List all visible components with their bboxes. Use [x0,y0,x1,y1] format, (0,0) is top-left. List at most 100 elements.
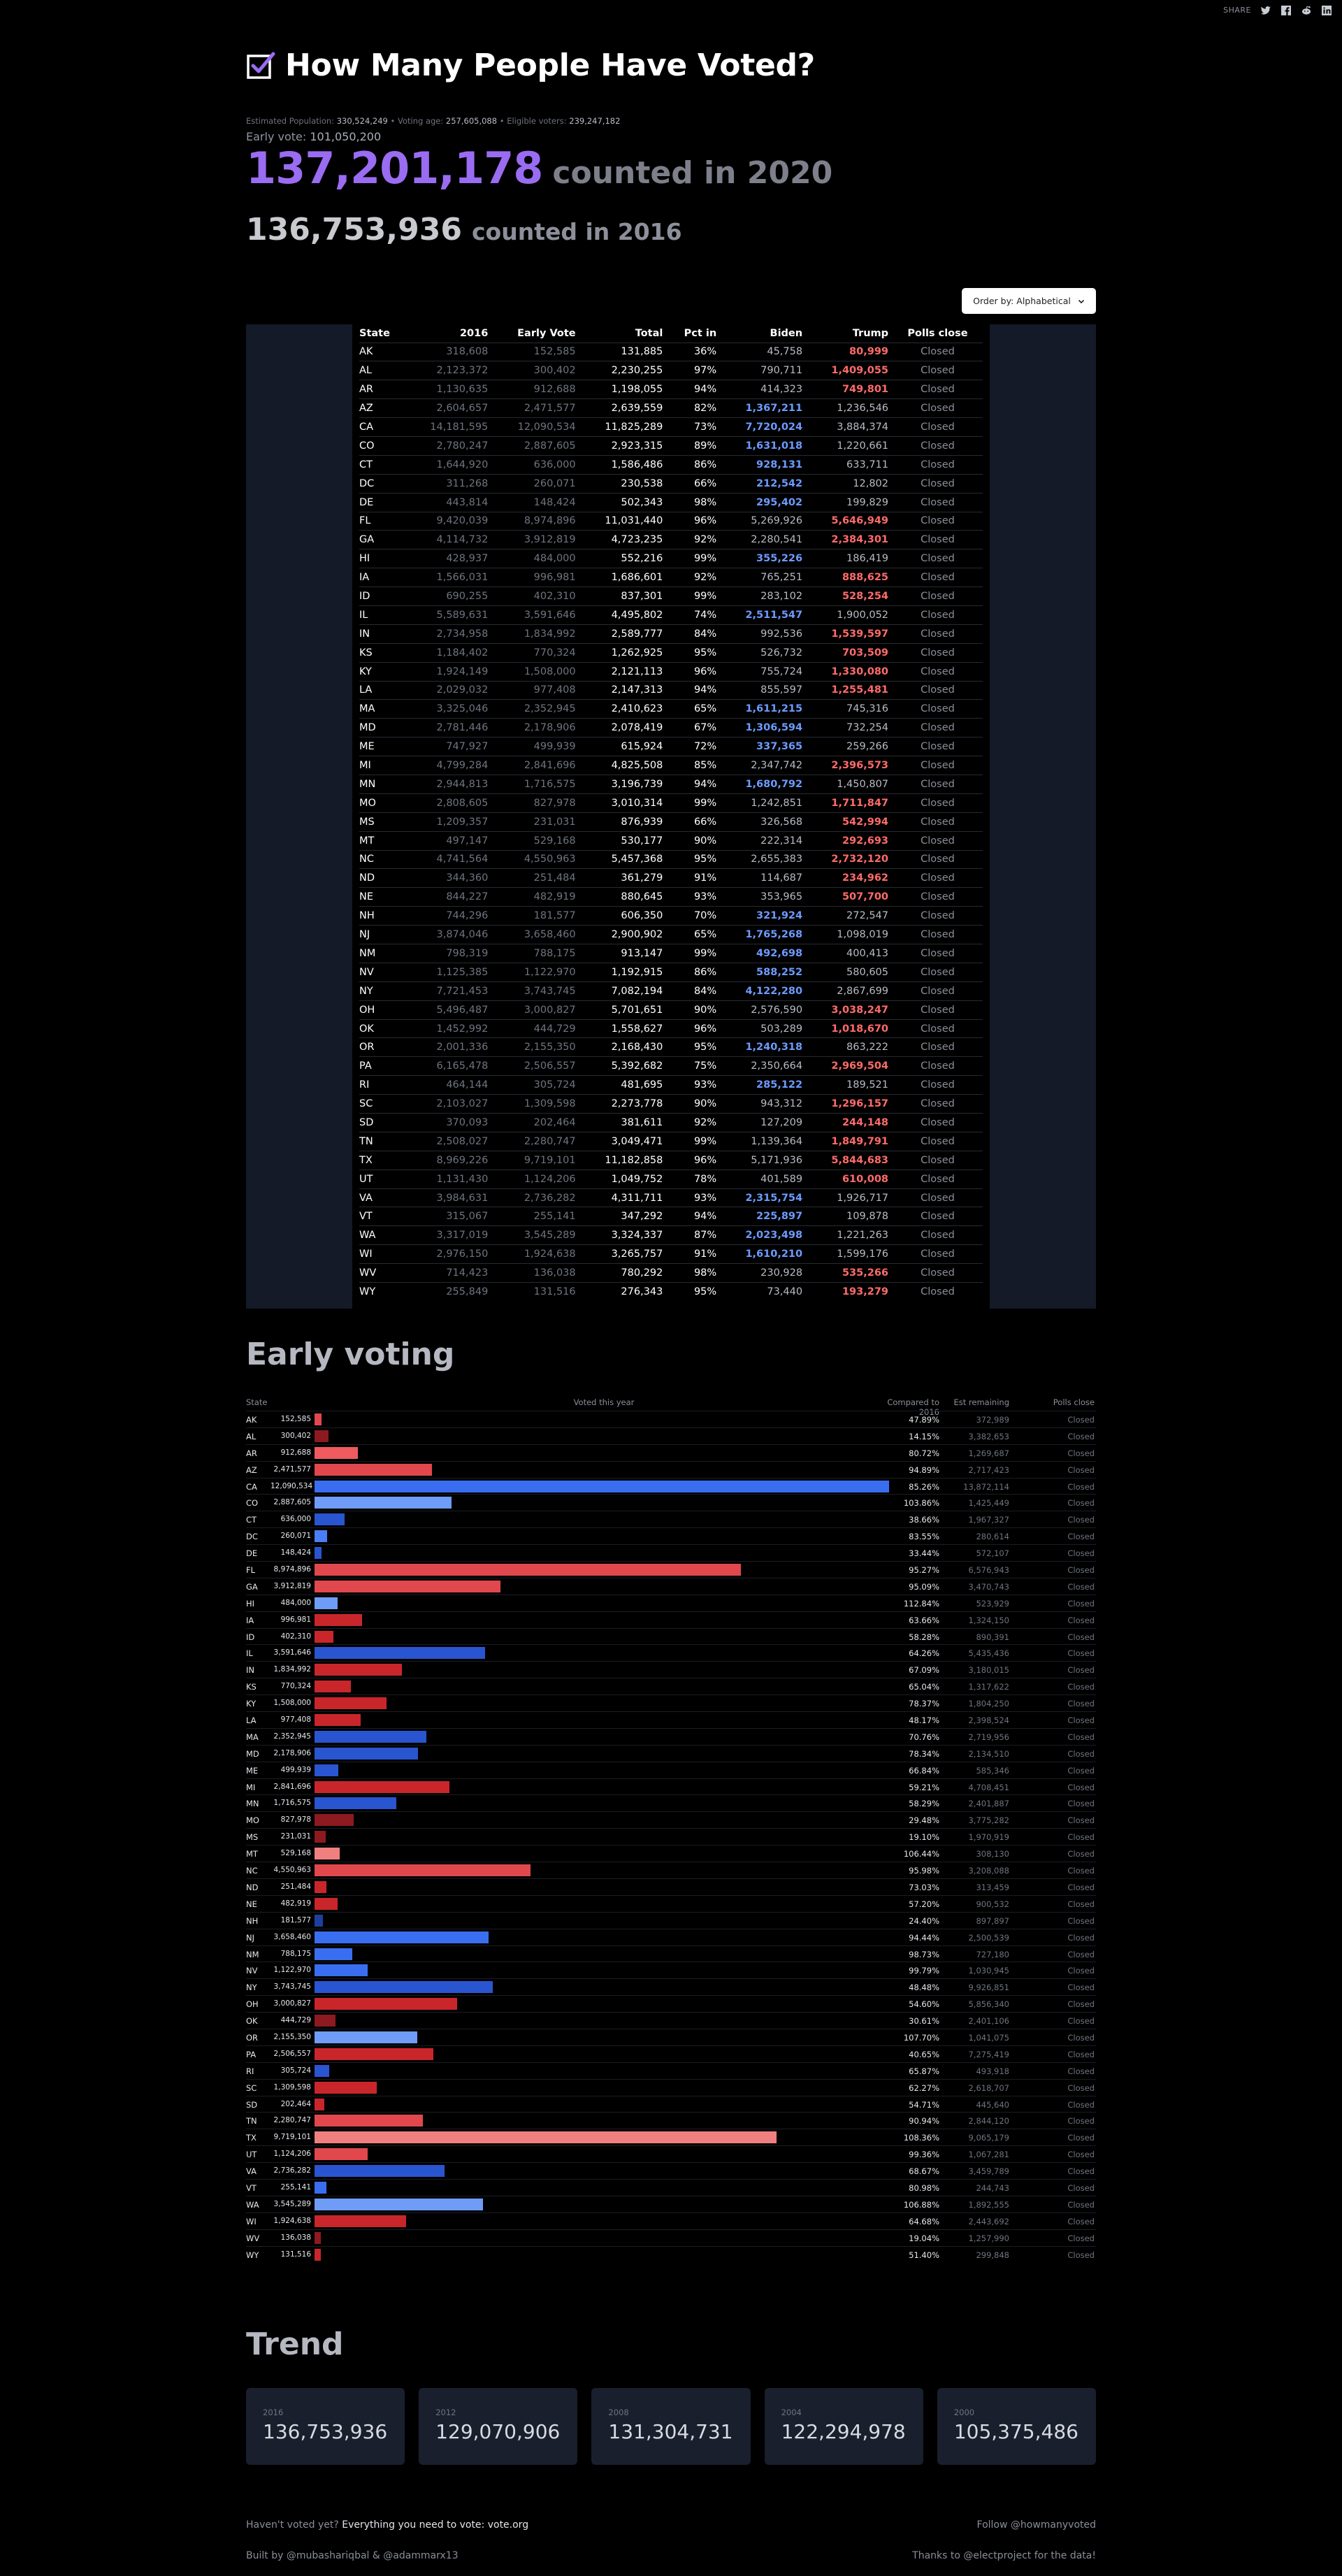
cell-2016: 464,144 [405,1075,493,1095]
cell-total: 347,292 [579,1207,668,1226]
col-pct-in[interactable]: Pct in [684,327,717,339]
ev-compared: 108.36% [903,2133,939,2143]
col-trump[interactable]: Trump [852,327,889,339]
cell-total: 4,311,711 [579,1188,668,1207]
ev-compared: 19.04% [909,2233,939,2243]
ev-polls-close: Closed [1067,1481,1095,1492]
twitter-icon[interactable] [1260,4,1271,16]
cell-state: AZ [359,398,405,418]
ev-remaining: 2,134,510 [968,1748,1009,1759]
cell-trump: 2,396,573 [807,756,893,775]
ev-row: SC 1,309,598 62.27% 2,618,707 Closed [246,2078,1096,2096]
ev-state: WA [246,2199,259,2210]
cell-pct-in: 99% [667,793,721,813]
cell-total: 2,923,315 [579,436,668,456]
col-early-vote[interactable]: Early Vote [517,327,576,339]
cell-biden: 2,576,590 [721,1000,807,1020]
order-by-dropdown[interactable]: Order by: Alphabetical [962,288,1096,314]
cell-early-vote: 131,516 [492,1282,580,1302]
table-row: UT 1,131,430 1,124,206 1,049,752 78% 401,589 6… [359,1169,983,1189]
ev-compared: 30.61% [909,2016,939,2027]
ev-row: ID 402,310 58.28% 890,391 Closed [246,1627,1096,1645]
ev-compared: 54.71% [909,2099,939,2110]
cell-total: 3,265,757 [579,1244,668,1264]
table-row: NC 4,741,564 4,550,963 5,457,368 95% 2,655,38… [359,849,983,869]
ballot-check-icon [247,52,275,79]
ev-compared: 70.76% [909,1732,939,1742]
table-row: KY 1,924,149 1,508,000 2,121,113 96% 755,724 1… [359,661,983,682]
ev-state: NJ [246,1932,254,1943]
table-row: MI 4,799,284 2,841,696 4,825,508 85% 2,347,74… [359,756,983,775]
table-row: NV 1,125,385 1,122,970 1,192,915 86% 588,252 5… [359,962,983,982]
ev-polls-close: Closed [1067,1665,1095,1676]
footer-follow[interactable]: Follow @howmanyvoted [976,2519,1096,2531]
cell-state: MS [359,812,405,832]
cell-early-vote: 3,000,827 [492,1000,580,1020]
col-state[interactable]: State [359,327,390,339]
cell-polls-close: Closed [893,981,983,1001]
cell-early-vote: 827,978 [492,793,580,813]
cell-biden: 355,226 [721,549,807,568]
ev-row: KS 770,324 65.04% 1,317,622 Closed [246,1678,1096,1694]
col-biden[interactable]: Biden [770,327,803,339]
cell-early-vote: 1,122,970 [492,962,580,982]
cell-biden: 1,610,210 [721,1244,807,1264]
cell-trump: 199,829 [807,492,893,512]
col-total[interactable]: Total [635,327,663,339]
cell-2016: 690,255 [405,587,493,606]
ev-state: UT [246,2150,257,2160]
ev-compared: 83.55% [909,1532,939,1542]
ev-row: UT 1,124,206 99.36% 1,067,281 Closed [246,2145,1096,2162]
cell-polls-close: Closed [893,1263,983,1283]
cell-pct-in: 82% [667,398,721,418]
linkedin-icon[interactable] [1320,4,1332,16]
page-header: How Many People Have Voted? [246,48,815,83]
table-row: AR 1,130,635 912,688 1,198,055 94% 414,323 749… [359,380,983,399]
cell-state: MI [359,756,405,775]
cell-trump: 1,255,481 [807,680,893,700]
ev-remaining: 1,269,687 [968,1448,1009,1458]
ev-state: OK [246,2016,258,2027]
ev-bar [315,2098,324,2110]
cell-state: AL [359,361,405,380]
col-2016[interactable]: 2016 [459,327,489,339]
footer-vote-link[interactable]: Everything you need to vote: vote.org [342,2519,529,2531]
cell-trump: 1,330,080 [807,661,893,682]
ev-state: MT [246,1849,258,1859]
cell-state: ID [359,587,405,606]
ev-row: NE 482,919 57.20% 900,532 Closed [246,1894,1096,1912]
ev-value-label: 3,000,827 [273,1999,311,2008]
trend-year: 2016 [263,2408,284,2417]
ev-state: IN [246,1665,254,1676]
ev-row: NH 181,577 24.40% 897,897 Closed [246,1911,1096,1929]
cell-total: 1,558,627 [579,1019,668,1038]
ev-polls-close: Closed [1067,1915,1095,1926]
ev-bar [315,1948,352,1960]
table-row: OK 1,452,992 444,729 1,558,627 96% 503,289 1,0… [359,1019,983,1038]
cell-pct-in: 92% [667,530,721,549]
facebook-icon[interactable] [1280,4,1292,16]
cell-trump: 259,266 [807,737,893,756]
cell-polls-close: Closed [893,1150,983,1170]
ev-remaining: 1,041,075 [968,2032,1009,2043]
voting-age-value: 257,605,088 [445,116,498,126]
cell-biden: 1,240,318 [721,1037,807,1057]
cell-trump: 234,962 [807,868,893,888]
reddit-icon[interactable] [1300,4,1312,16]
cell-state: AR [359,380,405,399]
table-row: AZ 2,604,657 2,471,577 2,639,559 82% 1,367,21… [359,398,983,418]
ev-value-label: 484,000 [280,1598,311,1607]
cell-biden: 855,597 [721,680,807,700]
cell-total: 606,350 [579,906,668,926]
cell-pct-in: 70% [667,906,721,926]
ev-compared: 64.26% [909,1648,939,1659]
col-polls-close[interactable]: Polls close [907,327,968,339]
order-by-label: Order by: Alphabetical [973,296,1071,306]
ev-polls-close: Closed [1067,1932,1095,1943]
cell-total: 5,457,368 [579,849,668,869]
ev-row: FL 8,974,896 95.27% 6,576,943 Closed [246,1561,1096,1578]
ev-value-label: 770,324 [280,1682,311,1691]
cell-total: 2,639,559 [579,398,668,418]
cell-total: 1,586,486 [579,454,668,475]
cell-biden: 5,171,936 [721,1150,807,1170]
